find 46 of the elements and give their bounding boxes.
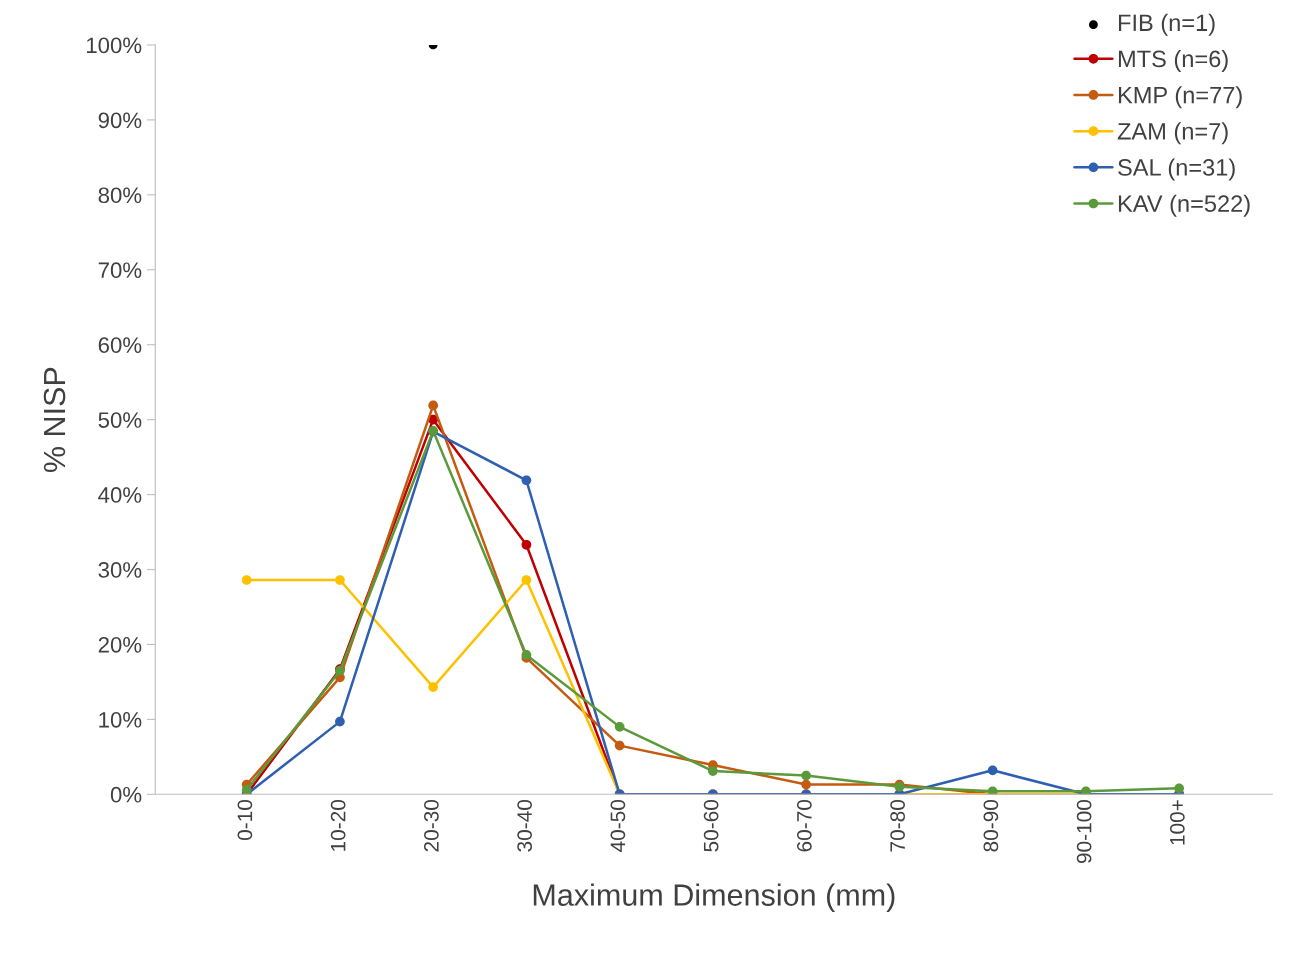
y-tick-label: 70%	[98, 262, 142, 279]
point	[614, 740, 625, 751]
x-tick-label: 100+	[1169, 800, 1185, 845]
point	[801, 770, 812, 781]
point	[335, 575, 345, 585]
x-axis-title: Maximum Dimension (mm)	[533, 883, 895, 912]
y-tick-label: 20%	[98, 636, 142, 653]
point	[708, 766, 718, 776]
point	[614, 722, 625, 732]
y-tick-label: 60%	[98, 337, 142, 353]
y-tick-label: 50%	[98, 412, 142, 428]
point	[521, 575, 532, 585]
y-tick-label: 40%	[98, 487, 142, 503]
x-tick-label: 90-100	[1076, 799, 1092, 864]
x-tick-label: 20-30	[424, 799, 439, 852]
point	[428, 682, 439, 693]
point	[335, 716, 345, 727]
x-tick-label: 50-60	[703, 799, 719, 852]
legend-label: KAV (n=522)	[1118, 194, 1250, 217]
x-tick-label: 60-70	[796, 799, 812, 852]
x-tick-label: 40-50	[610, 799, 626, 852]
legend-label: KMP (n=77)	[1118, 86, 1242, 109]
point	[521, 539, 532, 550]
y-tick-label: 100%	[86, 37, 142, 54]
y-tick-label: 90%	[98, 112, 142, 129]
x-tick-label: 80-90	[983, 799, 999, 852]
x-tick-label: 10-20	[330, 799, 346, 851]
legend-label: FIB (n=1)	[1118, 13, 1215, 36]
point	[241, 784, 252, 795]
point	[521, 475, 532, 486]
y-axis-title: % NISP	[43, 367, 66, 473]
y-tick-label: 30%	[98, 562, 142, 578]
x-tick-label: 70-80	[890, 799, 905, 852]
point	[987, 765, 998, 776]
point	[241, 575, 252, 585]
y-tick-label: 0%	[110, 786, 142, 803]
point	[1174, 783, 1184, 794]
x-tick-label: 0-10	[237, 799, 253, 841]
legend-label: SAL (n=31)	[1118, 158, 1235, 181]
point	[801, 779, 812, 790]
point	[428, 400, 439, 411]
legend-label: MTS (n=6)	[1118, 49, 1228, 72]
y-tick-label: 80%	[98, 187, 142, 204]
x-tick-label: 30-40	[517, 799, 532, 852]
legend-label: ZAM (n=7)	[1117, 122, 1228, 145]
y-tick-label: 10%	[99, 711, 142, 728]
